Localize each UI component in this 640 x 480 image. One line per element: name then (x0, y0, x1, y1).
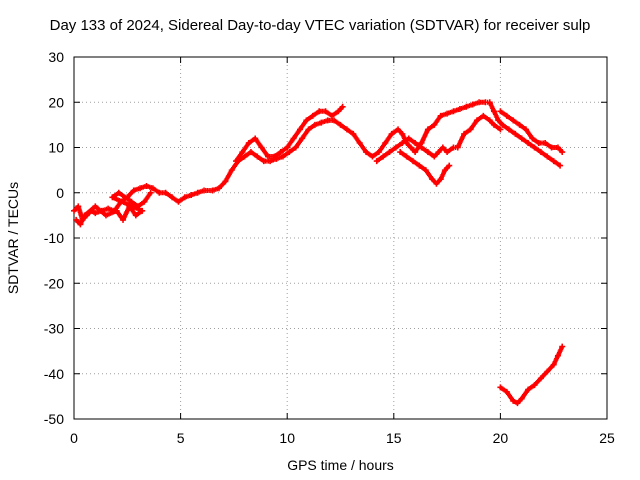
y-tick-label: -40 (44, 366, 64, 382)
data-point (559, 343, 566, 350)
grid-lines (74, 57, 607, 419)
data-point (557, 162, 564, 169)
x-tick-label: 0 (70, 430, 78, 446)
y-tick-label: -10 (44, 230, 64, 246)
data-points (71, 99, 566, 407)
y-tick-label: -30 (44, 321, 64, 337)
data-point (559, 149, 566, 156)
data-point (446, 162, 453, 169)
data-point (497, 126, 504, 133)
y-tick-label: 10 (48, 140, 64, 156)
y-tick-label: 20 (48, 94, 64, 110)
x-tick-label: 5 (177, 430, 185, 446)
x-tick-label: 15 (386, 430, 402, 446)
y-tick-label: 30 (48, 49, 64, 65)
x-tick-label: 10 (279, 430, 295, 446)
y-tick-label: -50 (44, 411, 64, 427)
data-point (147, 189, 154, 196)
chart-title: Day 133 of 2024, Sidereal Day-to-day VTE… (49, 17, 591, 34)
x-tick-label: 25 (599, 430, 615, 446)
x-axis-label: GPS time / hours (287, 457, 394, 473)
y-tick-label: -20 (44, 275, 64, 291)
data-point (339, 103, 346, 110)
axis-ticks: 0 5 10 15 20 25 -50 -40 -30 -20 -10 0 10 20 30 (44, 49, 615, 446)
y-axis-label: SDTVAR / TECUs (5, 182, 21, 294)
y-tick-label: 0 (56, 185, 64, 201)
x-tick-label: 20 (493, 430, 509, 446)
